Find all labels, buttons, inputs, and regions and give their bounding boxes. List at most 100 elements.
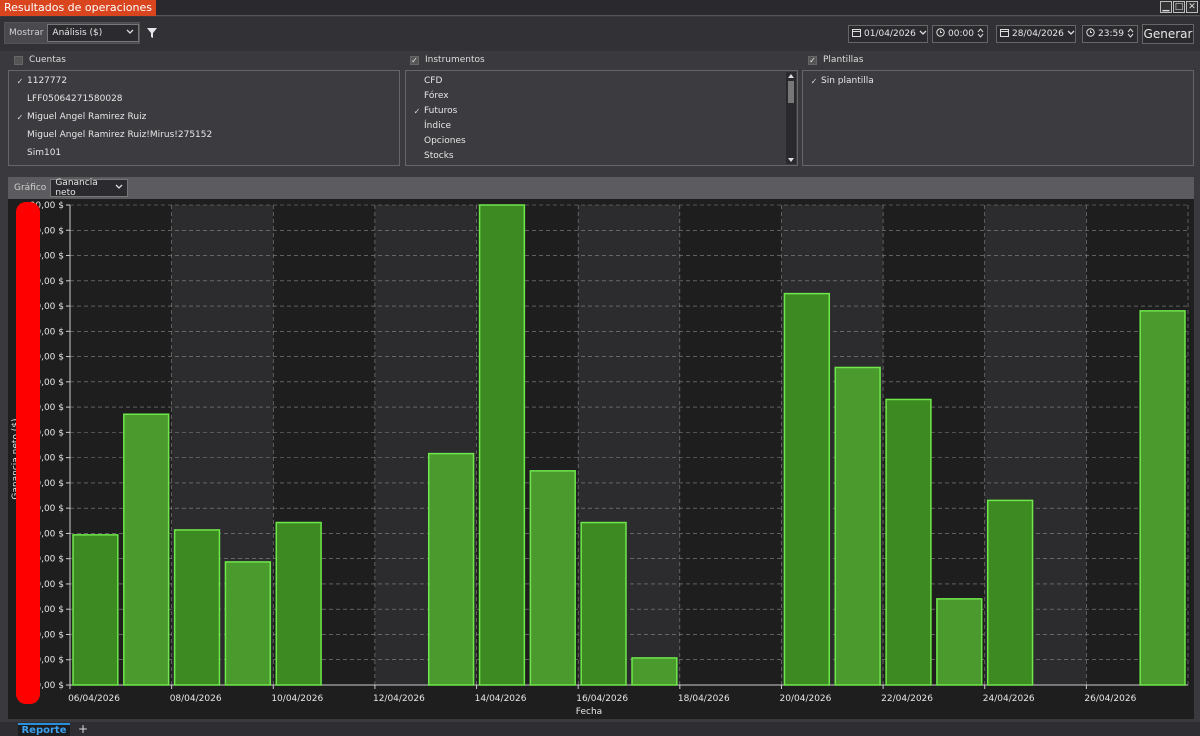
filter-icon[interactable] [146,27,158,39]
instrumentos-list: CFD Fórex ✓ Futuros Índice Opciones Stoc… [405,70,798,166]
x-tick-label: 24/04/2026 [983,694,1035,704]
start-time-picker[interactable]: 00:00 [932,25,988,43]
bar [986,499,1034,686]
start-date-picker[interactable]: 01/04/2026 [848,25,928,43]
bar [1139,310,1186,686]
x-tick-label: 08/04/2026 [170,694,222,704]
start-time-value: 00:00 [948,29,974,39]
list-item[interactable]: Opciones [424,136,466,146]
spinner-icon[interactable] [1127,27,1134,41]
calendar-icon [1000,28,1009,40]
list-item[interactable]: ✓ Miguel Angel Ramirez Ruiz [9,110,399,125]
scrollbar[interactable] [786,72,796,164]
check-icon: ✓ [16,77,24,86]
bar [123,413,170,686]
generate-button[interactable]: Generar [1142,24,1194,44]
plantillas-label: Plantillas [823,55,864,65]
calendar-icon [852,28,861,40]
plantillas-header: ✓ Plantillas [808,53,863,67]
list-item[interactable]: Sim101 [27,148,62,158]
chart-header: Gráfico Ganancia neto [8,177,1194,199]
chevron-down-icon [115,183,123,193]
mostrar-value: Análisis ($) [52,28,103,38]
y-tick-label: 00,00 $ [30,580,64,590]
list-item[interactable]: Miguel Angel Ramirez Ruiz!Mirus!275152 [27,130,213,140]
x-tick-label: 20/04/2026 [780,694,832,704]
y-tick-label: 0,00 $ [35,681,64,691]
bar [936,598,983,686]
tab-bar: Reporte + [0,722,1200,736]
y-tick-label: 00,00 $ [30,201,64,211]
chart-area: 0,00 $ 00,00 $ 00,00 $ 00,00 $ 00,00 $ 00,00 … [8,199,1194,719]
end-time-picker[interactable]: 23:59 [1082,25,1138,43]
list-item[interactable]: Stocks [424,151,454,161]
bar [885,398,932,686]
check-icon: ✓ [413,107,421,116]
bar-chart: 0,00 $ 00,00 $ 00,00 $ 00,00 $ 00,00 $ 00,00 … [11,201,1189,717]
bar [580,521,627,686]
y-tick-label: 00,00 $ [30,555,64,565]
list-item[interactable]: ✓ 1127772 [9,74,399,89]
check-icon: ✓ [810,77,818,86]
minimize-button[interactable]: ▁ [1160,1,1172,13]
instrumentos-header: ✓ Instrumentos [410,53,485,67]
y-tick-label: 00,00 $ [30,479,64,489]
redaction-mask [16,202,40,704]
close-button[interactable]: ✕ [1186,1,1198,13]
list-item[interactable]: LFF05064271580028 [27,94,123,104]
bar [529,470,576,686]
maximize-button[interactable]: □ [1173,1,1185,13]
spinner-icon[interactable] [977,27,984,41]
cuentas-list: ✓ 1127772 LFF05064271580028 ✓ Miguel Ang… [8,70,400,166]
x-tick-label: 12/04/2026 [373,694,425,704]
bar [631,657,678,686]
bar [72,534,119,686]
y-tick-label: 00,00 $ [30,252,64,262]
instrumentos-checkbox[interactable]: ✓ [410,55,419,65]
tab-reporte[interactable]: Reporte [18,723,70,736]
x-tick-label: 18/04/2026 [678,694,730,704]
toolbar: Mostrar Análisis ($) 01/04/2026 00:00 28… [0,17,1200,51]
bar [478,204,526,686]
end-date-picker[interactable]: 28/04/2026 [996,25,1076,43]
mostrar-label: Mostrar [9,28,44,38]
list-item[interactable]: ✓ Sin plantilla [803,74,1193,89]
plantillas-checkbox[interactable]: ✓ [808,55,817,65]
cuentas-label: Cuentas [29,55,66,65]
end-date-value: 28/04/2026 [1012,29,1064,39]
cuentas-checkbox[interactable] [14,55,23,65]
y-tick-label: 00,00 $ [30,454,64,464]
instrumentos-label: Instrumentos [425,55,485,65]
chart-metric-value: Ganancia neto [55,178,98,198]
x-tick-label: 22/04/2026 [881,694,933,704]
clock-icon [936,28,945,40]
y-tick-label: 00,00 $ [30,529,64,539]
chart-label: Gráfico [14,183,47,193]
window-title: Resultados de operaciones [0,0,156,16]
bar [173,529,221,686]
cuentas-header: Cuentas [14,53,66,67]
bar [224,561,272,686]
y-tick-label: 00,00 $ [30,277,64,287]
clock-icon [1086,28,1095,40]
list-item[interactable]: CFD [424,76,443,86]
mostrar-select[interactable]: Análisis ($) [47,24,140,42]
chart-band [679,205,782,685]
mostrar-group: Mostrar Análisis ($) [4,22,141,44]
y-tick-label: 00,00 $ [30,605,64,615]
list-item[interactable]: ✓ Futuros [406,104,797,119]
x-tick-label: 06/04/2026 [68,694,120,704]
y-tick-label: 00,00 $ [30,504,64,514]
add-tab-button[interactable]: + [77,722,89,736]
x-tick-label: 14/04/2026 [475,694,527,704]
x-tick-label: 16/04/2026 [576,694,628,704]
y-tick-label: 00,00 $ [30,378,64,388]
chart-metric-select[interactable]: Ganancia neto [50,178,129,198]
list-item[interactable]: Fórex [424,91,449,101]
x-axis-label: Fecha [576,707,602,717]
chevron-down-icon [126,28,134,38]
list-item[interactable]: Índice [424,121,452,131]
y-tick-label: 00,00 $ [30,403,64,413]
y-tick-label: 00,00 $ [30,656,64,666]
y-tick-label: 00,00 $ [30,428,64,438]
